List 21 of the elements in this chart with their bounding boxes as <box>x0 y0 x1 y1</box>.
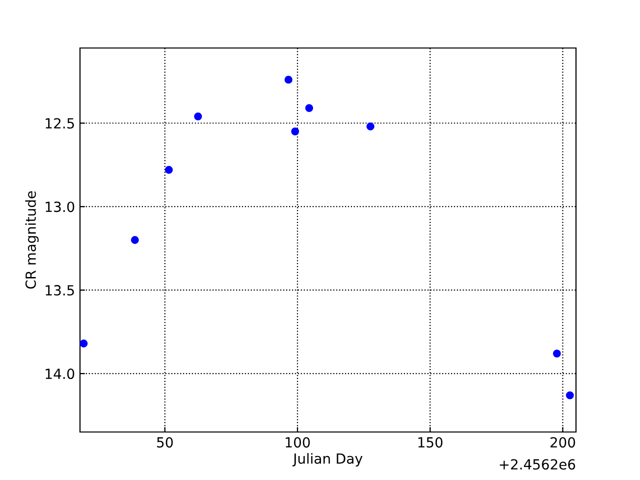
point <box>552 350 561 358</box>
y-tick-label: 12.5 <box>46 118 74 129</box>
y-tick-label: 14.0 <box>46 368 74 380</box>
point <box>366 122 374 130</box>
point <box>194 112 202 120</box>
text: +2.4562e6 <box>500 459 576 470</box>
y-tick-label: 13.0 <box>46 202 74 212</box>
point <box>80 340 88 348</box>
x-tick-label: 150 <box>418 437 442 448</box>
x-tick-label: 50 <box>157 437 173 448</box>
x-tick-label: 200 <box>550 437 576 448</box>
point <box>305 104 314 112</box>
x-axis-title: Julian Day <box>292 453 362 467</box>
point <box>164 166 173 174</box>
point <box>130 236 139 244</box>
y-axis-title: CR magnitude <box>25 191 39 289</box>
x-tick-label: 100 <box>286 437 310 448</box>
point <box>284 76 292 84</box>
point <box>566 391 574 400</box>
y-tick-label: 13.5 <box>46 285 74 296</box>
point <box>291 128 300 136</box>
